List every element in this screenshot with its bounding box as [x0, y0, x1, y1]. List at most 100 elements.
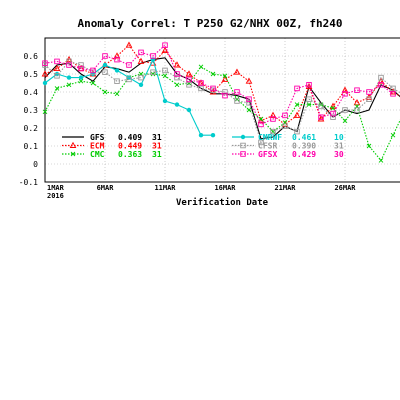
- data-point-gfsx: [66, 62, 72, 68]
- legend-marker-cmc: [70, 151, 76, 157]
- data-point-gfsx: [90, 67, 96, 74]
- data-point-cmrwf: [162, 98, 168, 104]
- data-point-ecm: [113, 52, 121, 59]
- data-point-ecm: [233, 68, 241, 75]
- data-point-gfsx: [198, 80, 204, 86]
- legend-marker-gfsx: [240, 151, 246, 157]
- legend-item-gfsx: GFSX 0.429 30: [232, 150, 344, 159]
- legend-name-ecm: ECM: [90, 142, 105, 151]
- data-point-gfsx: [150, 53, 156, 59]
- data-point-cmc: [246, 107, 252, 113]
- data-point-ecm: [245, 77, 253, 84]
- legend-mean-cmrwf: 0.461: [292, 133, 316, 142]
- y-tick-label: -0.1: [19, 178, 38, 187]
- legend-name-gfsx: GFSX: [258, 150, 277, 159]
- data-point-cfsr: [126, 76, 132, 83]
- data-point-gfsx: [210, 85, 216, 92]
- legend-count-cfsr: 31: [334, 142, 344, 151]
- data-point-gfsx: [162, 42, 168, 48]
- data-point-cmrwf: [186, 107, 192, 113]
- data-point-cmc: [294, 102, 300, 107]
- data-point-cmc: [390, 132, 396, 138]
- data-point-cfsr: [294, 128, 300, 135]
- data-point-ecm: [317, 115, 325, 122]
- legend-count-ecm: 31: [152, 142, 162, 151]
- data-point-cfsr: [138, 74, 144, 81]
- y-tick-label: 0.5: [24, 70, 39, 79]
- legend-item-cmrwf: CMRWF 0.461 10: [232, 133, 344, 142]
- series-ecm: [41, 41, 400, 127]
- data-point-cfsr: [354, 107, 360, 113]
- data-point-cmrwf: [126, 75, 132, 80]
- data-point-ecm: [161, 46, 169, 54]
- legend-mean-cmc: 0.363: [118, 150, 142, 159]
- legend-count-cmc: 31: [152, 150, 162, 159]
- legend-mean-cfsr: 0.390: [292, 142, 316, 151]
- data-point-ecm: [185, 70, 193, 77]
- data-point-cfsr: [222, 89, 228, 95]
- data-point-cfsr: [198, 85, 204, 92]
- data-point-ecm: [305, 82, 313, 90]
- series-cmc: [42, 64, 400, 163]
- y-axis-ticks: 0.6 0.5 0.4 0.3 0.2 0.1 0 -0.1: [19, 52, 38, 187]
- data-point-gfsx: [306, 82, 312, 88]
- legend-name-cmrwf: CMRWF: [258, 133, 282, 142]
- data-point-cfsr: [102, 69, 108, 75]
- data-point-gfsx: [42, 60, 48, 66]
- x-tick-label: 26MAR: [334, 184, 356, 192]
- y-tick-label: 0.4: [24, 88, 39, 97]
- legend-marker-cmrwf: [240, 134, 246, 140]
- data-point-gfsx: [186, 76, 192, 83]
- data-point-cmrwf: [42, 80, 48, 86]
- data-point-cfsr: [114, 78, 120, 84]
- data-point-cfsr: [330, 114, 336, 120]
- data-point-cfsr: [246, 100, 252, 106]
- data-point-cmc: [78, 78, 84, 84]
- data-point-ecm: [173, 61, 181, 68]
- data-point-gfsx: [282, 112, 288, 119]
- data-point-gfsx: [318, 114, 324, 120]
- legend-count-gfs: 31: [152, 133, 162, 142]
- data-point-cmc: [54, 86, 60, 91]
- series-line-gfsx: [44, 44, 394, 126]
- data-point-ecm: [341, 86, 349, 93]
- data-point-ecm: [125, 41, 133, 48]
- data-point-gfsx: [114, 56, 120, 63]
- data-point-cmc: [162, 73, 168, 79]
- x-tick-label: 16MAR: [214, 184, 236, 192]
- data-point-cfsr: [270, 128, 276, 135]
- series-line-cfsr: [44, 60, 400, 144]
- data-point-gfsx: [78, 65, 84, 72]
- data-point-gfsx: [138, 49, 144, 56]
- data-point-ecm: [41, 70, 49, 77]
- data-point-cmrwf: [66, 75, 72, 80]
- data-point-cmrwf: [102, 62, 108, 68]
- data-point-cmrwf: [78, 75, 84, 80]
- data-point-cfsr: [342, 107, 348, 113]
- data-point-ecm: [137, 57, 145, 64]
- data-point-gfsx: [174, 71, 180, 77]
- data-point-ecm: [353, 99, 361, 106]
- data-point-ecm: [293, 111, 301, 118]
- data-point-cmc: [90, 80, 96, 86]
- x-tick-label: 1MAR: [47, 184, 65, 192]
- data-point-cmc: [222, 73, 228, 79]
- legend-item-gfs: GFS 0.409 31: [62, 133, 162, 142]
- data-point-gfsx: [354, 87, 360, 93]
- legend-mean-gfs: 0.409: [118, 133, 142, 142]
- legend-item-cmc: CMC 0.363 31: [62, 150, 162, 159]
- data-point-gfsx: [222, 92, 228, 99]
- data-point-gfsx: [330, 110, 336, 117]
- legend-item-cfsr: CFSR 0.390 31: [232, 142, 344, 151]
- data-point-cfsr: [258, 139, 264, 146]
- y-tick-label: 0.3: [24, 106, 39, 115]
- series-cmrwf: [42, 57, 216, 138]
- data-point-cmrwf: [210, 133, 216, 138]
- data-point-cfsr: [78, 62, 84, 68]
- data-point-cmc: [210, 71, 216, 77]
- data-point-cmrwf: [198, 133, 204, 138]
- legend-marker-ecm: [69, 141, 77, 148]
- data-point-cmc: [366, 143, 372, 149]
- data-point-ecm: [269, 111, 277, 118]
- legend-marker-cfsr: [240, 142, 246, 149]
